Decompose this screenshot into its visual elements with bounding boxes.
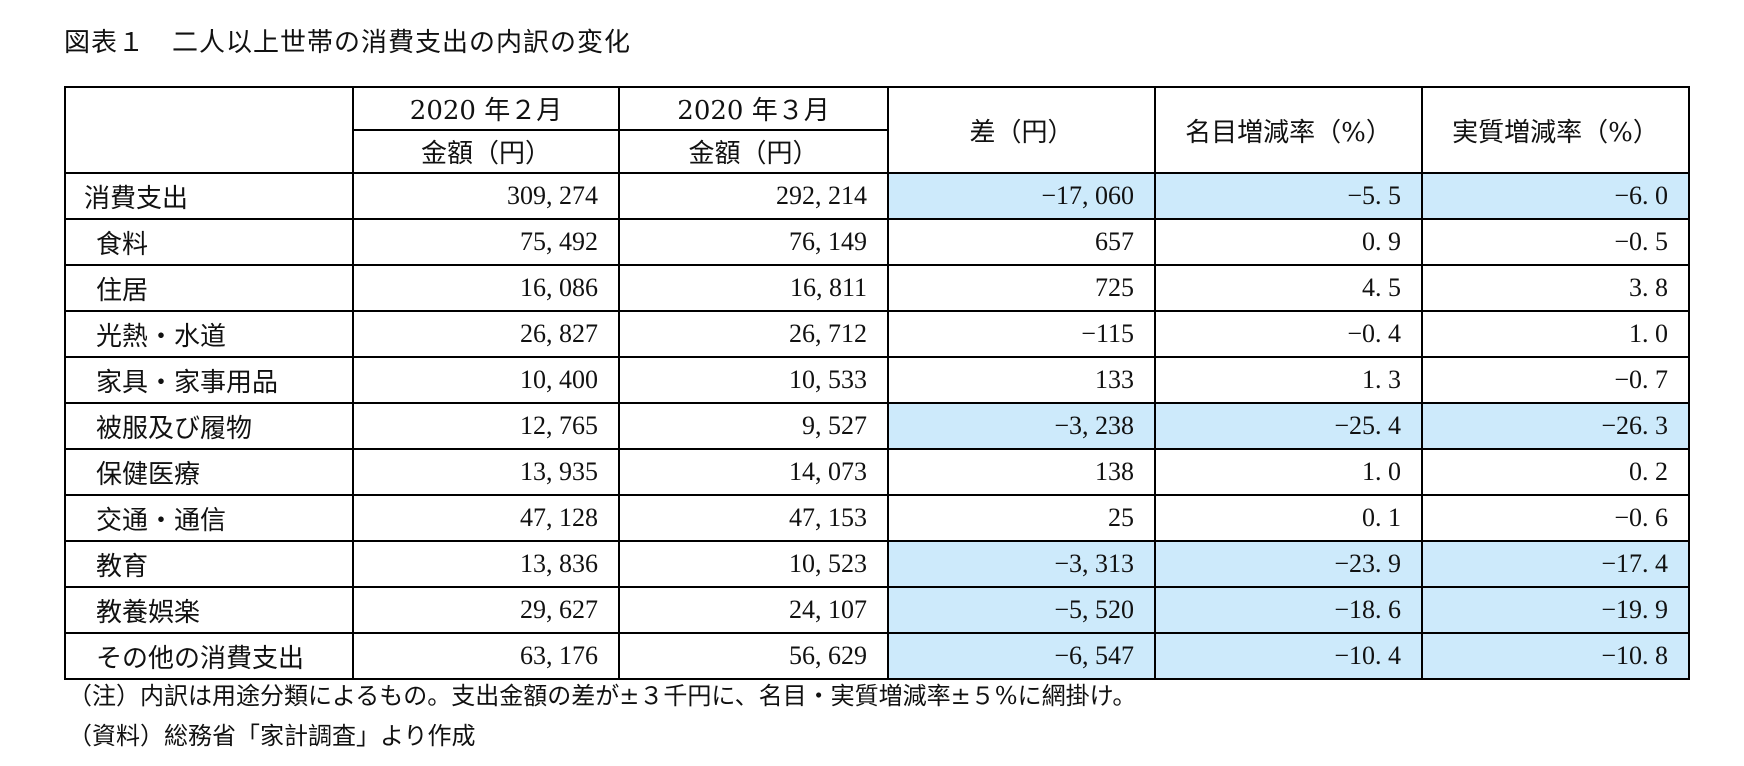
row-label: 教育 [64, 540, 354, 588]
cell-diff: −6, 547 [887, 632, 1156, 680]
header-diff: 差（円） [887, 86, 1156, 174]
cell-real-rate: −17. 4 [1421, 540, 1690, 588]
cell-real-rate: 3. 8 [1421, 264, 1690, 312]
cell-mar-amount: 16, 811 [618, 264, 889, 312]
cell-mar-amount: 24, 107 [618, 586, 889, 634]
cell-mar-amount: 9, 527 [618, 402, 889, 450]
cell-nominal-rate: −18. 6 [1154, 586, 1423, 634]
table-row: 家具・家事用品 10, 400 10, 533 133 1. 3 −0. 7 [64, 356, 1690, 404]
cell-feb-amount: 29, 627 [352, 586, 620, 634]
header-nominal-rate: 名目増減率（%） [1154, 86, 1423, 174]
cell-nominal-rate: 0. 9 [1154, 218, 1423, 266]
cell-feb-amount: 26, 827 [352, 310, 620, 358]
header-mar-period: 2020 年３月 [618, 86, 889, 131]
cell-feb-amount: 63, 176 [352, 632, 620, 680]
row-label: 教養娯楽 [64, 586, 354, 634]
row-label: 光熱・水道 [64, 310, 354, 358]
table-row: 交通・通信 47, 128 47, 153 25 0. 1 −0. 6 [64, 494, 1690, 542]
spending-table: 2020 年２月 2020 年３月 差（円） 名目増減率（%） 実質増減率（%）… [64, 86, 1690, 680]
cell-nominal-rate: −25. 4 [1154, 402, 1423, 450]
cell-feb-amount: 12, 765 [352, 402, 620, 450]
row-label: 交通・通信 [64, 494, 354, 542]
table-row: 被服及び履物 12, 765 9, 527 −3, 238 −25. 4 −26. 3 [64, 402, 1690, 450]
row-label: 被服及び履物 [64, 402, 354, 450]
row-label: その他の消費支出 [64, 632, 354, 680]
cell-feb-amount: 13, 836 [352, 540, 620, 588]
cell-nominal-rate: 1. 0 [1154, 448, 1423, 496]
footnote-source: （資料）総務省「家計調査」より作成 [68, 722, 476, 750]
cell-real-rate: −6. 0 [1421, 172, 1690, 220]
cell-mar-amount: 292, 214 [618, 172, 889, 220]
table-row: その他の消費支出 63, 176 56, 629 −6, 547 −10. 4 −10. … [64, 632, 1690, 680]
cell-diff: −3, 238 [887, 402, 1156, 450]
cell-feb-amount: 309, 274 [352, 172, 620, 220]
cell-nominal-rate: −0. 4 [1154, 310, 1423, 358]
cell-mar-amount: 10, 523 [618, 540, 889, 588]
header-real-rate: 実質増減率（%） [1421, 86, 1690, 174]
table-body: 消費支出 309, 274 292, 214 −17, 060 −5. 5 −6. 0 食料… [64, 172, 1690, 680]
header-feb-unit: 金額（円） [352, 129, 620, 174]
cell-nominal-rate: 0. 1 [1154, 494, 1423, 542]
cell-real-rate: −0. 7 [1421, 356, 1690, 404]
footnote-note: （注）内訳は用途分類によるもの。支出金額の差が±３千円に、名目・実質増減率±５%… [68, 682, 1137, 710]
cell-feb-amount: 47, 128 [352, 494, 620, 542]
cell-feb-amount: 13, 935 [352, 448, 620, 496]
cell-mar-amount: 56, 629 [618, 632, 889, 680]
table-row: 食料 75, 492 76, 149 657 0. 9 −0. 5 [64, 218, 1690, 266]
cell-feb-amount: 10, 400 [352, 356, 620, 404]
cell-nominal-rate: −10. 4 [1154, 632, 1423, 680]
cell-real-rate: −26. 3 [1421, 402, 1690, 450]
table-row: 教育 13, 836 10, 523 −3, 313 −23. 9 −17. 4 [64, 540, 1690, 588]
row-label: 保健医療 [64, 448, 354, 496]
cell-diff: −17, 060 [887, 172, 1156, 220]
cell-mar-amount: 14, 073 [618, 448, 889, 496]
cell-real-rate: −0. 5 [1421, 218, 1690, 266]
cell-real-rate: −0. 6 [1421, 494, 1690, 542]
cell-nominal-rate: −23. 9 [1154, 540, 1423, 588]
cell-nominal-rate: 1. 3 [1154, 356, 1423, 404]
cell-diff: 138 [887, 448, 1156, 496]
table-row: 光熱・水道 26, 827 26, 712 −115 −0. 4 1. 0 [64, 310, 1690, 358]
row-label: 住居 [64, 264, 354, 312]
table-row: 住居 16, 086 16, 811 725 4. 5 3. 8 [64, 264, 1690, 312]
row-label: 食料 [64, 218, 354, 266]
cell-diff: 25 [887, 494, 1156, 542]
cell-nominal-rate: −5. 5 [1154, 172, 1423, 220]
cell-diff: −115 [887, 310, 1156, 358]
cell-real-rate: −10. 8 [1421, 632, 1690, 680]
cell-mar-amount: 76, 149 [618, 218, 889, 266]
cell-diff: 725 [887, 264, 1156, 312]
row-label: 消費支出 [64, 172, 354, 220]
table-row: 消費支出 309, 274 292, 214 −17, 060 −5. 5 −6. 0 [64, 172, 1690, 220]
header-blank-cell [64, 86, 354, 174]
table-row: 保健医療 13, 935 14, 073 138 1. 0 0. 2 [64, 448, 1690, 496]
cell-mar-amount: 47, 153 [618, 494, 889, 542]
cell-nominal-rate: 4. 5 [1154, 264, 1423, 312]
cell-mar-amount: 10, 533 [618, 356, 889, 404]
cell-real-rate: −19. 9 [1421, 586, 1690, 634]
cell-feb-amount: 75, 492 [352, 218, 620, 266]
cell-real-rate: 0. 2 [1421, 448, 1690, 496]
cell-diff: 657 [887, 218, 1156, 266]
header-feb-period: 2020 年２月 [352, 86, 620, 131]
table-row: 教養娯楽 29, 627 24, 107 −5, 520 −18. 6 −19. 9 [64, 586, 1690, 634]
cell-diff: −3, 313 [887, 540, 1156, 588]
header-mar-unit: 金額（円） [618, 129, 889, 174]
row-label: 家具・家事用品 [64, 356, 354, 404]
cell-feb-amount: 16, 086 [352, 264, 620, 312]
cell-diff: 133 [887, 356, 1156, 404]
figure-title: 図表１ 二人以上世帯の消費支出の内訳の変化 [64, 28, 632, 58]
cell-diff: −5, 520 [887, 586, 1156, 634]
cell-real-rate: 1. 0 [1421, 310, 1690, 358]
cell-mar-amount: 26, 712 [618, 310, 889, 358]
